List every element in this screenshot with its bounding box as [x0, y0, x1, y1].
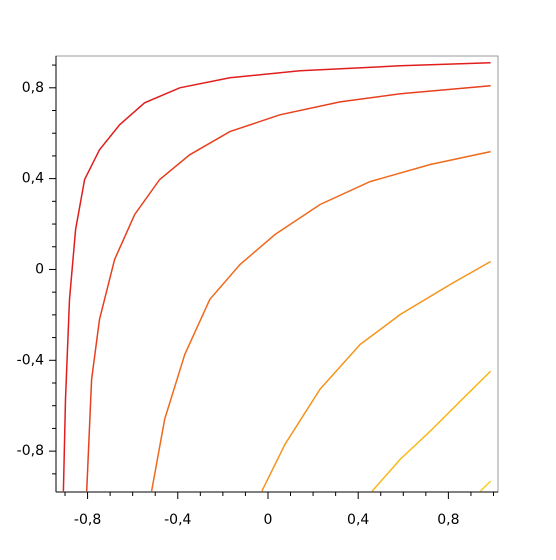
contour-line — [150, 150, 491, 492]
y-tick-label: 0,8 — [22, 80, 44, 96]
contour-line — [479, 480, 492, 492]
y-tick-label: -0,8 — [17, 443, 44, 459]
y-tick-label: -0,4 — [17, 352, 44, 368]
x-tick-label: -0,8 — [74, 512, 101, 528]
contour-line — [62, 62, 491, 492]
plot-frame — [55, 55, 499, 493]
contour-line — [85, 84, 491, 492]
x-tick-label: 0,4 — [347, 512, 369, 528]
contour-line — [261, 260, 491, 492]
y-tick-label: 0,4 — [22, 171, 44, 187]
contour-line — [371, 370, 492, 492]
x-tick-label: 0,8 — [437, 512, 459, 528]
x-tick-label: -0,4 — [164, 512, 191, 528]
y-tick-label: 0 — [35, 261, 44, 277]
x-tick-label: 0 — [264, 512, 273, 528]
